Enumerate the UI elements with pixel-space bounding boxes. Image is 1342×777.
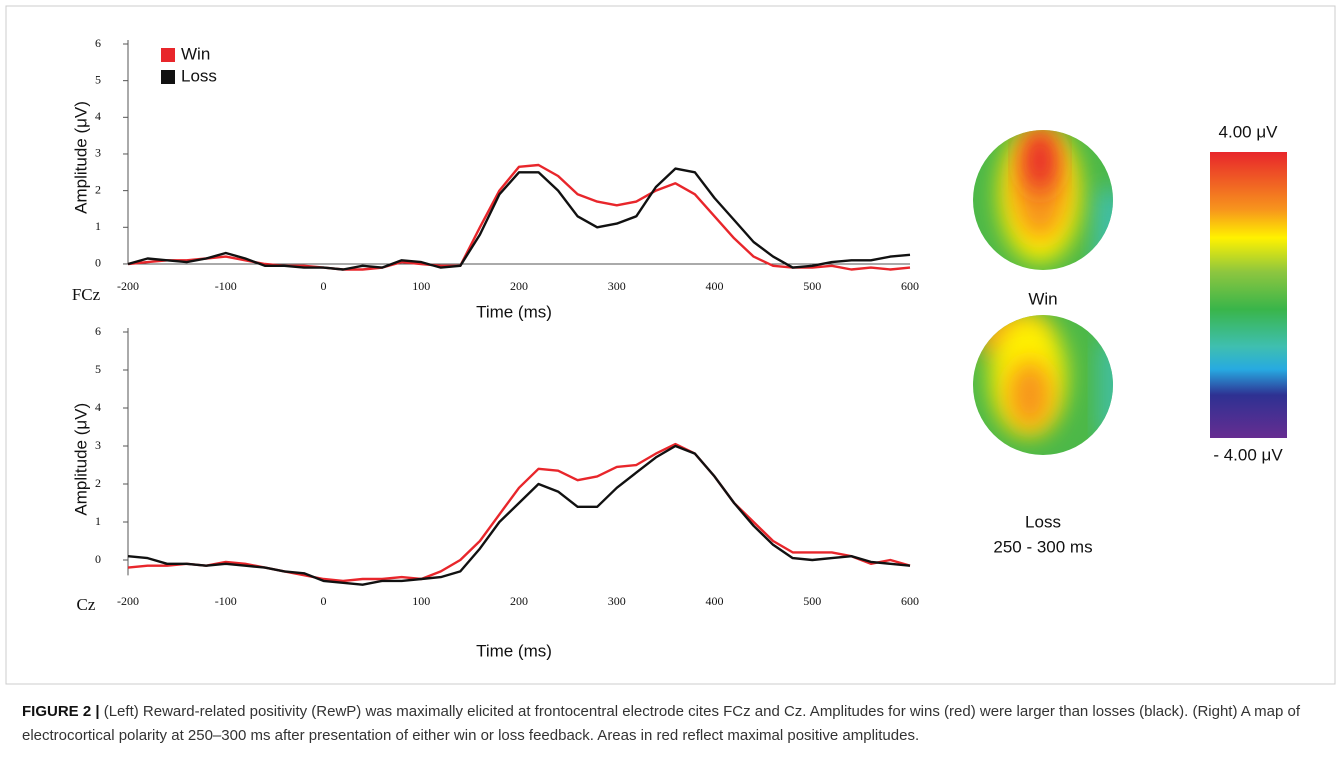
x-tick-label: -100 <box>215 594 237 608</box>
caption: FIGURE 2 | (Left) Reward-related positiv… <box>22 700 1322 748</box>
topomap-loss <box>973 315 1113 455</box>
y-tick-label: 5 <box>95 362 101 376</box>
y-tick-label: 3 <box>95 438 101 452</box>
x-tick-label: 400 <box>706 279 724 293</box>
y-tick-label: 1 <box>95 219 101 233</box>
x-tick-label: 300 <box>608 594 626 608</box>
x-tick-label: 0 <box>321 279 327 293</box>
x-axis-label: Time (ms) <box>476 302 552 321</box>
caption-text: (Left) Reward-related positivity (RewP) … <box>22 703 1300 744</box>
y-tick-label: 3 <box>95 146 101 160</box>
x-tick-label: -200 <box>117 594 139 608</box>
y-tick-label: 4 <box>95 109 101 123</box>
time-window: 250 - 300 ms <box>993 537 1092 556</box>
x-tick-label: 100 <box>412 594 430 608</box>
x-tick-label: 600 <box>901 594 919 608</box>
topomap-label: Win <box>1028 289 1057 308</box>
x-tick-label: 300 <box>608 279 626 293</box>
line <box>127 444 911 586</box>
x-tick-label: 200 <box>510 279 528 293</box>
x-tick-label: -200 <box>117 279 139 293</box>
x-axis-label: Time (ms) <box>476 641 552 660</box>
line <box>127 442 911 583</box>
y-tick-label: 2 <box>95 182 101 196</box>
y-tick-label: 6 <box>95 36 101 50</box>
legend-swatch <box>161 48 175 62</box>
chart-area: 4.00 μV - 4.00 μV Win Loss 250 - 300 ms … <box>5 5 1336 685</box>
line <box>127 163 911 271</box>
x-tick-label: 400 <box>706 594 724 608</box>
colorbar <box>1210 152 1287 438</box>
topomap-label: Loss <box>1025 512 1061 531</box>
y-tick-label: 6 <box>95 324 101 338</box>
y-tick-label: 1 <box>95 514 101 528</box>
legend-label: Loss <box>181 66 217 85</box>
y-tick-label: 0 <box>95 256 101 270</box>
caption-label: FIGURE 2 | <box>22 703 100 720</box>
y-tick-label: 2 <box>95 476 101 490</box>
y-tick-label: 5 <box>95 72 101 86</box>
x-tick-label: 600 <box>901 279 919 293</box>
scale-min: - 4.00 μV <box>1213 445 1283 464</box>
scale-max: 4.00 μV <box>1219 122 1279 141</box>
legend-swatch <box>161 70 175 84</box>
topomap-win <box>973 130 1113 270</box>
x-tick-label: -100 <box>215 279 237 293</box>
x-tick-label: 500 <box>803 279 821 293</box>
legend-label: Win <box>181 44 210 63</box>
y-tick-label: 4 <box>95 400 101 414</box>
electrode-label: FCz <box>72 285 101 304</box>
x-tick-label: 100 <box>412 279 430 293</box>
x-tick-label: 200 <box>510 594 528 608</box>
x-tick-label: 0 <box>321 594 327 608</box>
x-tick-label: 500 <box>803 594 821 608</box>
electrode-label: Cz <box>77 595 96 614</box>
line <box>127 167 911 271</box>
y-axis-label: Amplitude (μV) <box>71 101 90 214</box>
y-tick-label: 0 <box>95 552 101 566</box>
frame <box>5 5 1336 685</box>
y-axis-label: Amplitude (μV) <box>71 403 90 516</box>
